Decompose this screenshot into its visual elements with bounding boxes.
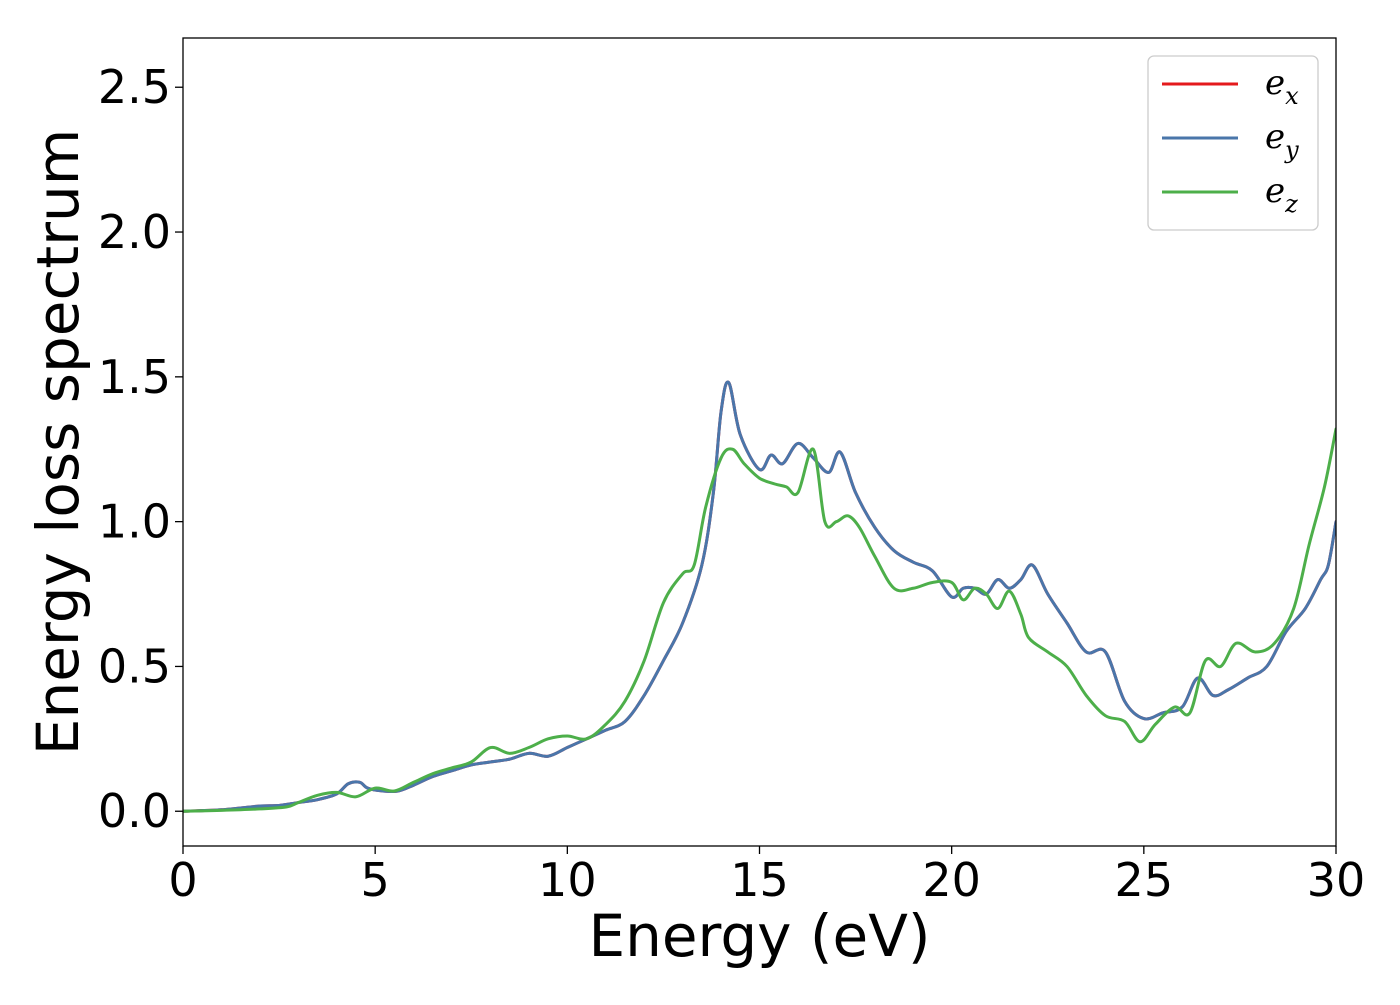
legend-label-base: e <box>1265 171 1285 211</box>
y-tick-label: 2.0 <box>98 205 171 259</box>
legend-label-subscript: y <box>1284 136 1299 164</box>
x-tick-label: 30 <box>1307 853 1366 907</box>
y-axis-ticks: 0.0 0.5 1.0 1.5 2.0 2.5 <box>98 60 183 838</box>
legend-label-base: e <box>1265 117 1285 157</box>
legend-label-y: ey <box>1265 117 1299 164</box>
series-line-e-y <box>183 380 1336 813</box>
legend-label-subscript: x <box>1285 82 1299 110</box>
legend-label-z: ez <box>1265 171 1298 218</box>
y-tick-label: 2.5 <box>98 60 171 114</box>
x-tick-label: 5 <box>361 853 390 907</box>
y-axis-label: Energy loss spectrum <box>24 129 92 755</box>
x-tick-label: 10 <box>538 853 597 907</box>
y-tick-label: 0.0 <box>98 784 171 838</box>
legend-box <box>1147 55 1319 231</box>
y-tick-label: 1.5 <box>98 350 171 404</box>
series-line-e-x <box>183 380 1336 813</box>
y-tick-label: 1.0 <box>98 495 171 549</box>
x-axis-ticks: 0 5 10 15 20 25 30 <box>168 846 1365 907</box>
x-tick-label: 25 <box>1115 853 1174 907</box>
legend-label-x: ex <box>1265 63 1299 110</box>
series-line-e-z <box>183 427 1336 813</box>
x-tick-label: 0 <box>168 853 197 907</box>
x-axis-label: Energy (eV) <box>588 902 930 970</box>
plot-lines <box>183 380 1336 813</box>
y-tick-label: 0.5 <box>98 639 171 693</box>
x-tick-label: 20 <box>922 853 981 907</box>
legend-label-base: e <box>1265 63 1285 103</box>
legend-label-subscript: z <box>1284 190 1298 218</box>
x-tick-label: 15 <box>730 853 789 907</box>
